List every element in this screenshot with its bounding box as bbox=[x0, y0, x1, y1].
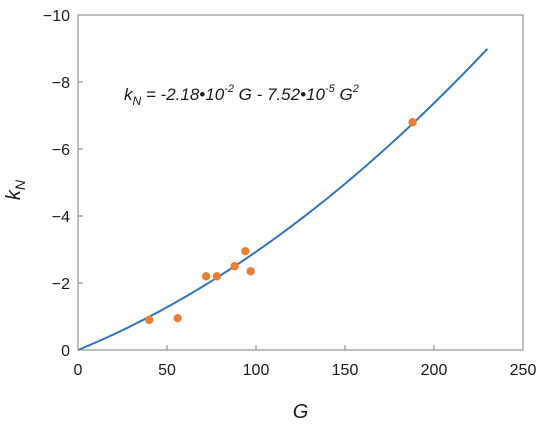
y-axis-label-main: k bbox=[3, 189, 25, 200]
plot-frame bbox=[77, 14, 524, 351]
data-point bbox=[241, 246, 250, 256]
x-tick-label: 0 bbox=[74, 362, 83, 379]
data-point bbox=[145, 315, 154, 325]
data-point bbox=[173, 313, 182, 323]
data-point bbox=[246, 267, 255, 276]
x-tick-label: 50 bbox=[158, 362, 176, 379]
y-tick-label: 0 bbox=[61, 343, 70, 360]
x-tick-label: 100 bbox=[243, 362, 270, 379]
y-tick-label: −6 bbox=[52, 142, 70, 159]
x-tick-label: 250 bbox=[510, 362, 537, 379]
y-tick-label: −8 bbox=[52, 75, 70, 92]
y-tick-label: −2 bbox=[52, 276, 70, 293]
x-tick-label: 200 bbox=[421, 362, 448, 379]
x-tick-label: 150 bbox=[332, 362, 359, 379]
data-point bbox=[230, 262, 239, 271]
y-axis-label: kN bbox=[3, 179, 28, 200]
y-tick-label: −10 bbox=[43, 8, 70, 25]
y-axis-label-subscript: N bbox=[12, 179, 28, 190]
data-points-layer bbox=[145, 118, 417, 325]
data-point bbox=[201, 272, 211, 281]
x-axis-label: G bbox=[293, 401, 309, 423]
axis-ticks: 0 50 100 150 200 250 0 −2 −4 −6 −8 −10 bbox=[43, 8, 537, 379]
y-tick-label: −4 bbox=[52, 209, 70, 226]
data-point bbox=[408, 118, 417, 127]
data-point bbox=[212, 272, 222, 281]
fit-equation-annotation: kN = -2.18•10-2 G - 7.52•10-5 G2 bbox=[124, 83, 359, 108]
